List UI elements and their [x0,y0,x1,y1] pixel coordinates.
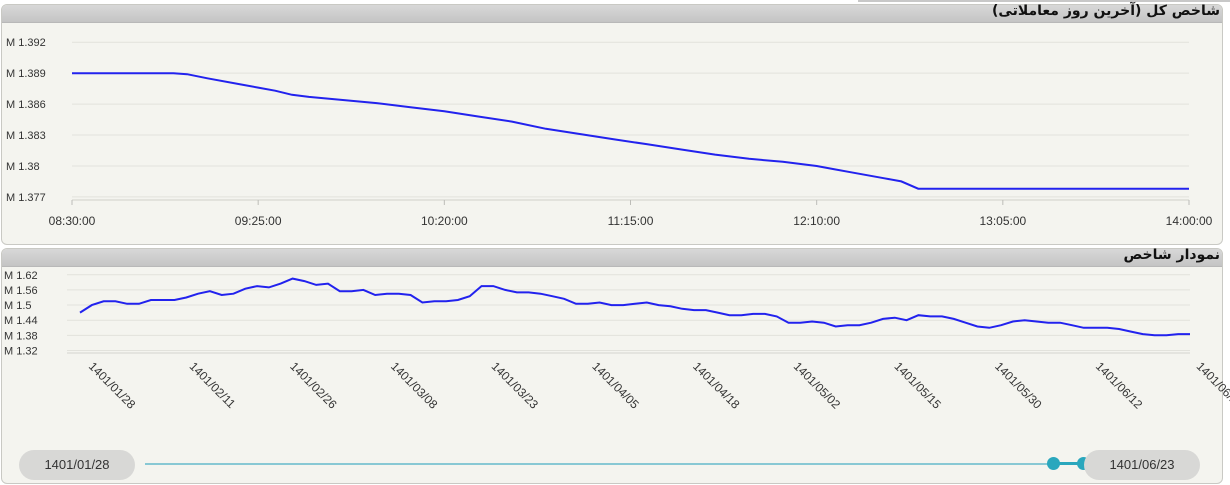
intraday-line-chart: M 1.377 M 1.38 M 1.383 M 1.386 M 1.389 M 1.39… [6,37,1213,228]
y-tick-label: M 1.392 [6,37,46,49]
x-tick-label: 1401/05/15 [891,359,944,412]
intraday-panel-title: شاخص کل (آخرین روز معاملاتی) [992,3,1220,19]
index-history-panel: نمودار شاخص M 1.32 M 1.38 M 1.44 M 1.5 M 1.5… [1,247,1230,484]
x-tick-label: 1401/01/28 [86,359,139,412]
y-tick-label: M 1.377 [6,192,46,204]
history-panel-title: نمودار شاخص [1123,247,1220,263]
range-slider-selection [1053,462,1083,465]
y-tick-label: M 1.44 [4,315,38,327]
history-series-line [79,277,1190,337]
x-tick-label: 1401/05/02 [791,359,844,412]
range-slider-left-handle[interactable] [1047,457,1060,470]
y-tick-label: M 1.38 [4,330,38,342]
x-tick-label: 11:15:00 [608,214,654,228]
history-line-chart: M 1.32 M 1.38 M 1.44 M 1.5 M 1.56 M 1.62 1401/… [4,270,1230,412]
x-tick-label: 14:00:00 [1166,214,1213,228]
y-tick-label: M 1.56 [4,285,38,297]
x-tick-label: 12:10:00 [793,214,840,228]
intraday-index-panel: شاخص کل (آخرین روز معاملاتی) M 1.377 M 1.… [1,3,1223,245]
top-divider [858,0,1230,2]
y-tick-label: M 1.386 [6,99,46,111]
x-tick-label: 1401/04/05 [589,359,642,412]
y-tick-label: M 1.38 [6,161,40,173]
index-series-line [72,72,1189,190]
y-tick-label: M 1.32 [4,345,38,357]
x-tick-label: 1401/04/18 [690,359,743,412]
x-tick-label: 13:05:00 [979,214,1026,228]
y-tick-label: M 1.62 [4,270,38,282]
x-tick-label: 1401/06/12 [1093,359,1146,412]
range-slider-track[interactable] [145,463,1085,465]
history-panel-header: نمودار شاخص [2,247,1222,267]
x-tick-label: 1401/02/26 [287,359,340,412]
y-tick-label: M 1.383 [6,130,46,142]
range-start-date[interactable]: 1401/01/28 [19,450,135,480]
range-end-date[interactable]: 1401/06/23 [1084,450,1200,480]
x-tick-label: 1401/03/23 [489,359,542,412]
x-tick-label: 09:25:00 [235,214,282,228]
x-tick-label: 1401/05/30 [992,359,1045,412]
y-tick-label: M 1.5 [4,300,32,312]
x-tick-label: 08:30:00 [49,214,96,228]
x-tick-label: 1401/03/08 [388,359,441,412]
intraday-panel-header: شاخص کل (آخرین روز معاملاتی) [2,3,1222,23]
x-tick-label: 10:20:00 [421,214,468,228]
x-tick-label: 1401/06/23 [1194,359,1230,412]
x-tick-label: 1401/02/11 [187,359,239,411]
y-tick-label: M 1.389 [6,68,46,80]
